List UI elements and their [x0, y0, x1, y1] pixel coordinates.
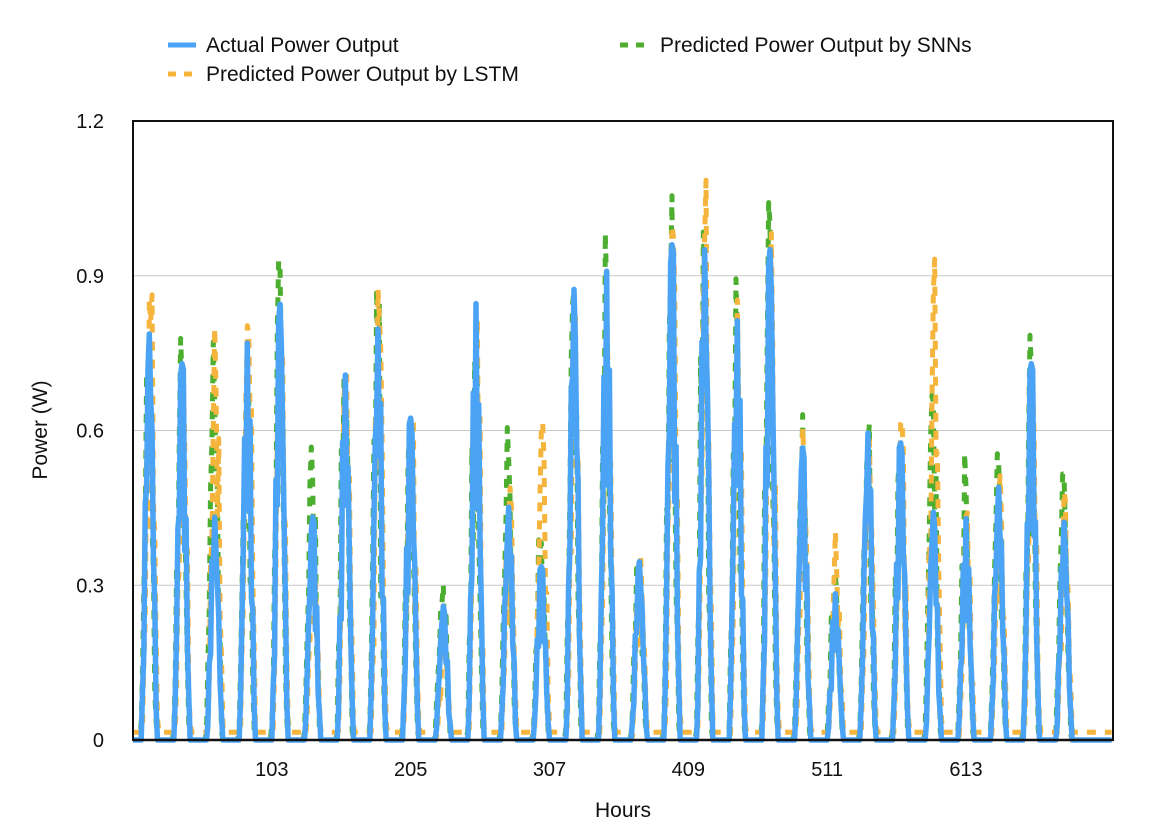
- x-axis-label: Hours: [595, 799, 651, 822]
- x-tick-label: 205: [394, 759, 427, 781]
- gridlines: [133, 275, 1113, 586]
- y-tick-label: 0.6: [76, 421, 104, 443]
- y-tick-label: 0.9: [76, 266, 104, 288]
- legend-label-snn: Predicted Power Output by SNNs: [660, 34, 972, 57]
- series-line-lstm: [131, 177, 1113, 740]
- x-tick-label: 613: [949, 759, 982, 781]
- x-tick-label: 511: [811, 759, 843, 781]
- series-layer: [131, 177, 1114, 743]
- y-axis-label: Power (W): [29, 380, 52, 479]
- x-tick-label: 409: [672, 759, 705, 781]
- plot-area: 0 0.3 0.6 0.9 1.2 103 205 307 409 511 613: [76, 111, 1114, 781]
- y-tick-label: 0.3: [76, 575, 104, 597]
- legend-label-actual: Actual Power Output: [206, 34, 399, 57]
- y-tick-labels: 0 0.3 0.6 0.9 1.2: [76, 111, 104, 752]
- y-tick-label: 0: [93, 730, 104, 752]
- x-tick-labels: 103 205 307 409 511 613: [255, 759, 983, 781]
- x-tick-label: 103: [255, 759, 288, 781]
- legend: Actual Power Output Predicted Power Outp…: [168, 34, 972, 86]
- x-tick-label: 307: [533, 759, 566, 781]
- y-tick-label: 1.2: [76, 111, 104, 133]
- series-line-actual: [131, 242, 1114, 743]
- legend-label-lstm: Predicted Power Output by LSTM: [206, 63, 519, 86]
